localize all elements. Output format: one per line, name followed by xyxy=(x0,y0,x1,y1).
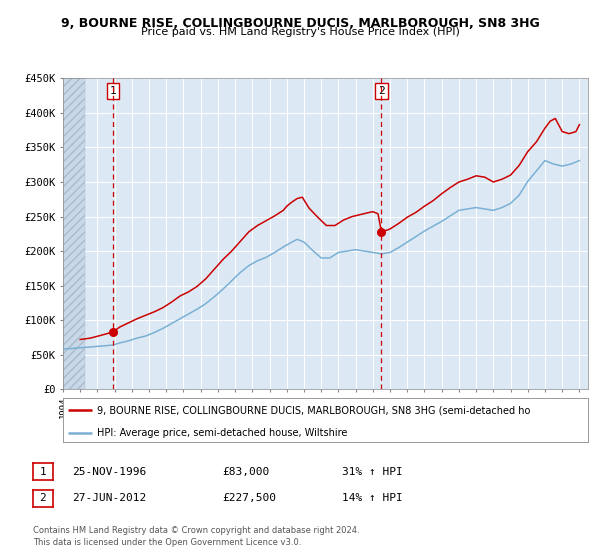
Text: Price paid vs. HM Land Registry's House Price Index (HPI): Price paid vs. HM Land Registry's House … xyxy=(140,27,460,37)
Text: £83,000: £83,000 xyxy=(222,466,269,477)
Text: 9, BOURNE RISE, COLLINGBOURNE DUCIS, MARLBOROUGH, SN8 3HG (semi-detached ho: 9, BOURNE RISE, COLLINGBOURNE DUCIS, MAR… xyxy=(97,405,530,415)
Text: 14% ↑ HPI: 14% ↑ HPI xyxy=(342,493,403,503)
Text: 27-JUN-2012: 27-JUN-2012 xyxy=(72,493,146,503)
Text: 2: 2 xyxy=(378,86,385,96)
Text: 9, BOURNE RISE, COLLINGBOURNE DUCIS, MARLBOROUGH, SN8 3HG: 9, BOURNE RISE, COLLINGBOURNE DUCIS, MAR… xyxy=(61,17,539,30)
Bar xyxy=(63,78,85,389)
Text: 1: 1 xyxy=(40,466,46,477)
Text: Contains HM Land Registry data © Crown copyright and database right 2024.: Contains HM Land Registry data © Crown c… xyxy=(33,526,359,535)
Text: HPI: Average price, semi-detached house, Wiltshire: HPI: Average price, semi-detached house,… xyxy=(97,427,347,437)
Text: £227,500: £227,500 xyxy=(222,493,276,503)
Text: This data is licensed under the Open Government Licence v3.0.: This data is licensed under the Open Gov… xyxy=(33,538,301,547)
Text: 1: 1 xyxy=(110,86,116,96)
Text: 2: 2 xyxy=(40,493,46,503)
Text: 31% ↑ HPI: 31% ↑ HPI xyxy=(342,466,403,477)
Text: 25-NOV-1996: 25-NOV-1996 xyxy=(72,466,146,477)
